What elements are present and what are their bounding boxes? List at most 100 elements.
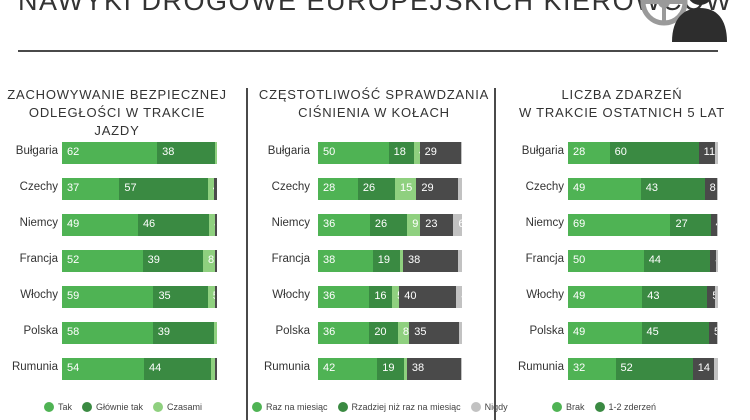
bar-segment: 28 xyxy=(318,178,358,200)
legend-item: Głównie tak xyxy=(82,402,143,412)
category-label: Polska xyxy=(529,325,564,337)
stacked-bar: 58 39 2 xyxy=(62,322,225,344)
stacked-bar: 28 26 15 29 3 xyxy=(318,178,469,200)
chart-legend: Tak Głównie tak Czasami xyxy=(44,402,212,412)
bar-segment: 15 xyxy=(394,178,417,200)
data-label: 59 xyxy=(67,290,80,302)
bar-row: Czechy375742 xyxy=(0,178,250,200)
data-label: 49 xyxy=(573,290,586,302)
legend-label: Tak xyxy=(58,402,73,412)
bar-segment: 5 xyxy=(392,286,403,308)
bar-segment: 19 xyxy=(377,358,405,380)
bar-segment: 49 xyxy=(568,322,642,344)
chart-panel: CZĘSTOTLIWOŚĆ SPRAWDZANIA CIŚNIENIA W KO… xyxy=(252,82,508,420)
bar-row: Włochy 59 35 51 xyxy=(0,286,250,308)
data-label: 28 xyxy=(573,146,586,158)
data-label: 2 xyxy=(218,182,225,194)
bar-segment: 8 xyxy=(203,250,216,272)
bar-segment: 39 xyxy=(142,250,204,272)
data-label: 52 xyxy=(620,362,633,374)
bar-segment: 44 xyxy=(643,250,711,272)
legend-item: 1-2 zderzeń xyxy=(594,402,656,412)
data-label: 36 xyxy=(323,326,336,338)
data-label: 2 xyxy=(719,290,727,302)
data-label: 38 xyxy=(162,146,175,158)
data-label: 40 xyxy=(404,290,417,302)
data-label: 38 xyxy=(411,362,425,374)
stacked-bar: 62 38 1 xyxy=(62,142,227,164)
data-label: 3 xyxy=(462,182,469,194)
bar-segment: 4 xyxy=(209,214,220,236)
bar-segment: 11 xyxy=(698,142,715,164)
bar-segment: 45 xyxy=(641,322,709,344)
bar-segment: 46 xyxy=(137,214,210,236)
data-label: 49 xyxy=(67,218,80,230)
data-label: 8 xyxy=(208,254,215,266)
stacked-bar: 49 43 8 1 xyxy=(568,178,728,200)
data-label: 14 xyxy=(697,362,710,374)
data-label: 1 xyxy=(220,254,227,266)
bar-segment: 2 xyxy=(213,178,225,200)
data-label: 50 xyxy=(323,146,336,158)
bar-segment: 40 xyxy=(399,286,457,308)
data-label: 1 xyxy=(220,218,227,230)
page-title: NAWYKI DROGOWE EUROPEJSKICH KIEROWCÓW xyxy=(18,0,733,16)
bar-segment: 58 xyxy=(62,322,153,344)
data-label: 37 xyxy=(67,182,80,194)
data-label: 44 xyxy=(648,254,661,266)
data-label: 39 xyxy=(157,326,171,338)
panel-divider xyxy=(246,88,248,420)
data-label: 57 xyxy=(124,182,137,194)
bar-segment: 5 xyxy=(707,286,719,308)
legend-item: Rzadziej niż raz na miesiąc xyxy=(337,402,461,412)
stacked-bar: 59 35 51 xyxy=(62,286,227,308)
data-label: 1 xyxy=(220,362,227,374)
stacked-bar: 42192381 xyxy=(318,358,472,380)
data-label: 18 xyxy=(393,146,406,158)
bar-row: Włochy 49 43 52 xyxy=(500,286,750,308)
data-label: 1 xyxy=(721,218,728,230)
data-label: 39 xyxy=(147,254,160,266)
data-label: 1 xyxy=(220,290,227,302)
legend-swatch xyxy=(252,402,262,412)
data-label: 29 xyxy=(421,182,434,194)
legend-item: Czasami xyxy=(153,402,202,412)
data-label: 49 xyxy=(573,326,586,338)
bar-segment: 54 xyxy=(62,358,145,380)
bar-segment: 50 xyxy=(568,250,644,272)
data-label: 1 xyxy=(721,182,728,194)
data-label: 32 xyxy=(573,362,586,374)
bar-segment: 1 xyxy=(716,250,728,272)
data-label: 54 xyxy=(67,362,80,374)
legend-label: Brak xyxy=(566,402,585,412)
stacked-bar: 49 43 52 xyxy=(568,286,726,308)
bar-segment: 38 xyxy=(318,250,373,272)
category-label: Włochy xyxy=(20,289,58,301)
category-label: Czechy xyxy=(271,181,310,193)
data-label: 16 xyxy=(374,290,387,302)
data-label: 43 xyxy=(645,182,659,194)
bar-segment: 3 xyxy=(210,358,222,380)
category-label: Niemcy xyxy=(525,217,564,229)
data-label: 26 xyxy=(362,182,376,194)
legend-swatch xyxy=(337,402,348,412)
data-label: 1 xyxy=(465,146,472,158)
stacked-bar: 375742 xyxy=(62,178,225,200)
category-label: Francja xyxy=(19,253,58,265)
bar-row: Polska 49 45 51 xyxy=(500,322,750,344)
data-label: 23 xyxy=(425,218,438,230)
legend-item: Raz na miesiąc xyxy=(252,402,328,412)
bar-segment: 43 xyxy=(642,286,708,308)
data-label: 1 xyxy=(465,362,472,374)
category-label: Bułgaria xyxy=(521,145,564,157)
bar-row: Polska 58 39 2 xyxy=(0,322,250,344)
legend-swatch xyxy=(594,402,605,412)
legend-swatch xyxy=(82,402,93,412)
data-label: 62 xyxy=(67,146,80,158)
bar-segment: 4 xyxy=(710,214,722,236)
category-label: Polska xyxy=(275,325,310,337)
bar-segment: 4 xyxy=(456,286,467,308)
bar-row: Francja38192383 xyxy=(252,250,502,272)
stacked-bar: 50 44 4 1 xyxy=(568,250,728,272)
category-label: Włochy xyxy=(272,289,310,301)
